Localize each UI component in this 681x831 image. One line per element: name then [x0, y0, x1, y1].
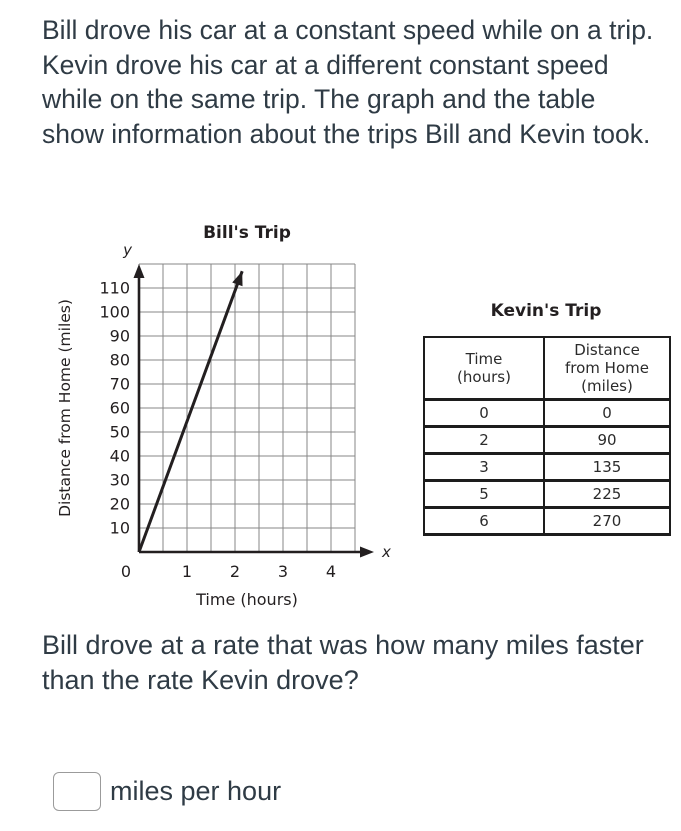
kevin-table-row: 3 135 [423, 452, 671, 482]
kevin-table-row: 6 270 [423, 506, 671, 536]
kevin-table-cell: 2 [423, 425, 545, 455]
kevin-table-cell: 5 [423, 479, 545, 509]
kevin-table-col-header: Distance from Home (miles) [543, 336, 671, 401]
kevin-table-row: 2 90 [423, 425, 671, 455]
y-tick-label: 10 [110, 519, 130, 538]
kevin-table-cell: 6 [423, 506, 545, 536]
bills-trip-figure: Bill's Trip 0 1 2 3 4 10 20 30 40 50 60 70 80 90 100 110… [50, 218, 395, 618]
y-axis-title: Distance from Home (miles) [56, 299, 74, 517]
y-tick-label: 40 [110, 447, 130, 466]
kevin-table-header-row: Time (hours) Distance from Home (miles) [423, 336, 671, 401]
trip-line [137, 270, 244, 553]
kevin-table-col-header: Time (hours) [423, 336, 545, 401]
y-tick-label: 60 [110, 399, 130, 418]
y-tick-label: 110 [99, 279, 130, 298]
y-axis-letter: y [122, 241, 133, 259]
answer-row: miles per hour [53, 772, 281, 811]
x-tick-label: 1 [182, 562, 192, 581]
x-tick-label: 4 [326, 562, 336, 581]
question-text: Bill drove at a rate that was how many m… [42, 630, 644, 695]
x-axis-arrowhead [360, 546, 374, 558]
x-axis-title: Time (hours) [195, 590, 298, 609]
kevin-table-title: Kevin's Trip [490, 301, 602, 321]
x-tick-label: 0 [121, 562, 131, 581]
y-tick-label: 20 [110, 495, 130, 514]
x-axis-letter: x [381, 543, 391, 561]
kevins-trip-figure: Kevin's Trip Time (hours) Distance from Hom… [423, 301, 671, 536]
kevin-table-cell: 90 [543, 425, 671, 455]
x-tick-label: 3 [278, 562, 288, 581]
y-axis-arrowhead [133, 264, 145, 278]
x-tick-label: 2 [230, 562, 240, 581]
y-tick-label: 80 [110, 351, 130, 370]
y-tick-label: 70 [110, 375, 130, 394]
trip-line-arrowhead [232, 271, 243, 287]
y-tick-label: 50 [110, 423, 130, 442]
y-tick-label: 100 [99, 303, 130, 322]
answer-unit-label: miles per hour [110, 776, 282, 806]
kevin-table-cell: 0 [423, 398, 545, 428]
kevin-table-cell: 225 [543, 479, 671, 509]
kevin-table-cell: 270 [543, 506, 671, 536]
kevin-table-cell: 0 [543, 398, 671, 428]
bills-trip-graph: Bill's Trip 0 1 2 3 4 10 20 30 40 50 60 70 80 90 100 110… [56, 223, 391, 609]
y-tick-label: 30 [110, 471, 130, 490]
problem-statement: Bill drove his car at a constant speed w… [42, 15, 654, 149]
graph-title: Bill's Trip [203, 223, 291, 243]
kevin-table-body: 0 0 2 90 3 135 5 225 6 270 [423, 398, 671, 536]
kevin-table-row: 5 225 [423, 479, 671, 509]
kevin-table-cell: 135 [543, 452, 671, 482]
answer-input[interactable] [53, 772, 101, 811]
y-tick-label: 90 [110, 327, 130, 346]
kevin-table-cell: 3 [423, 452, 545, 482]
